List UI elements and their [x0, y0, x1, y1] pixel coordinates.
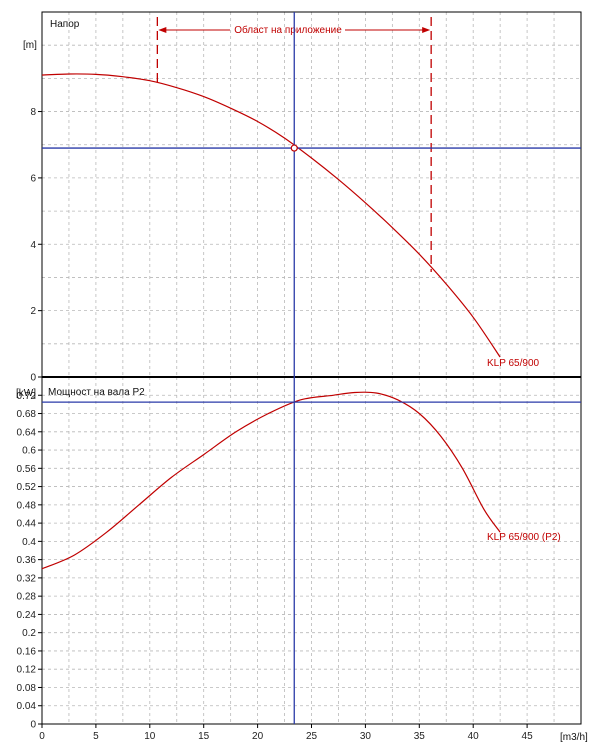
power-y-tick-label: 0.56 [17, 464, 37, 475]
x-tick-label: 30 [360, 731, 372, 742]
x-tick-label: 10 [144, 731, 156, 742]
x-tick-label: 40 [468, 731, 480, 742]
x-axis-unit: [m3/h] [560, 732, 588, 743]
power-panel-title: Мощност на вала P2 [48, 387, 145, 398]
power-y-tick-label: 0.08 [17, 683, 37, 694]
head-series-label: KLP 65/900 [487, 358, 540, 369]
power-y-tick-label: 0.68 [17, 409, 37, 420]
power-y-tick-label: 0.28 [17, 592, 37, 603]
power-y-tick-label: 0.32 [17, 573, 37, 584]
power-y-tick-label: 0.64 [17, 427, 37, 438]
range-arrowhead-right [422, 27, 431, 33]
power-y-tick-label: 0.24 [17, 610, 37, 621]
power-y-tick-label: 0.52 [17, 482, 37, 493]
power-y-tick-label: 0.2 [22, 628, 36, 639]
power-y-unit: [kW] [16, 388, 36, 399]
power-y-tick-label: 0.36 [17, 555, 37, 566]
power-y-tick-label: 0.44 [17, 519, 37, 530]
power-y-tick-label: 0 [30, 720, 36, 731]
x-tick-label: 35 [414, 731, 426, 742]
power-y-tick-label: 0.48 [17, 500, 37, 511]
head-y-unit: [m] [23, 40, 37, 51]
x-tick-label: 45 [522, 731, 534, 742]
head-panel-title: Напор [50, 19, 80, 30]
operating-point-marker [290, 144, 298, 152]
range-arrowhead-left [158, 27, 167, 33]
power-y-tick-label: 0.12 [17, 665, 37, 676]
head-y-tick-label: 6 [30, 173, 36, 184]
power-y-tick-label: 0.04 [17, 701, 37, 712]
power-curve [41, 391, 501, 570]
application-range-label: Област на приложение [234, 24, 342, 36]
power-series-label: KLP 65/900 (P2) [487, 532, 561, 543]
power-y-tick-label: 0.6 [22, 446, 36, 457]
x-tick-label: 15 [198, 731, 210, 742]
head-y-tick-label: 0 [30, 373, 36, 384]
head-y-tick-label: 8 [30, 107, 36, 118]
x-tick-label: 0 [39, 731, 45, 742]
head-y-tick-label: 4 [30, 240, 36, 251]
power-y-tick-label: 0.4 [22, 537, 36, 548]
power-y-tick-label: 0.16 [17, 646, 37, 657]
head-y-tick-label: 2 [30, 306, 36, 317]
power-y-tick-label: 0.72 [17, 391, 37, 402]
x-tick-label: 25 [306, 731, 318, 742]
x-tick-label: 5 [93, 731, 99, 742]
x-tick-label: 20 [252, 731, 264, 742]
head-curve [41, 73, 501, 358]
